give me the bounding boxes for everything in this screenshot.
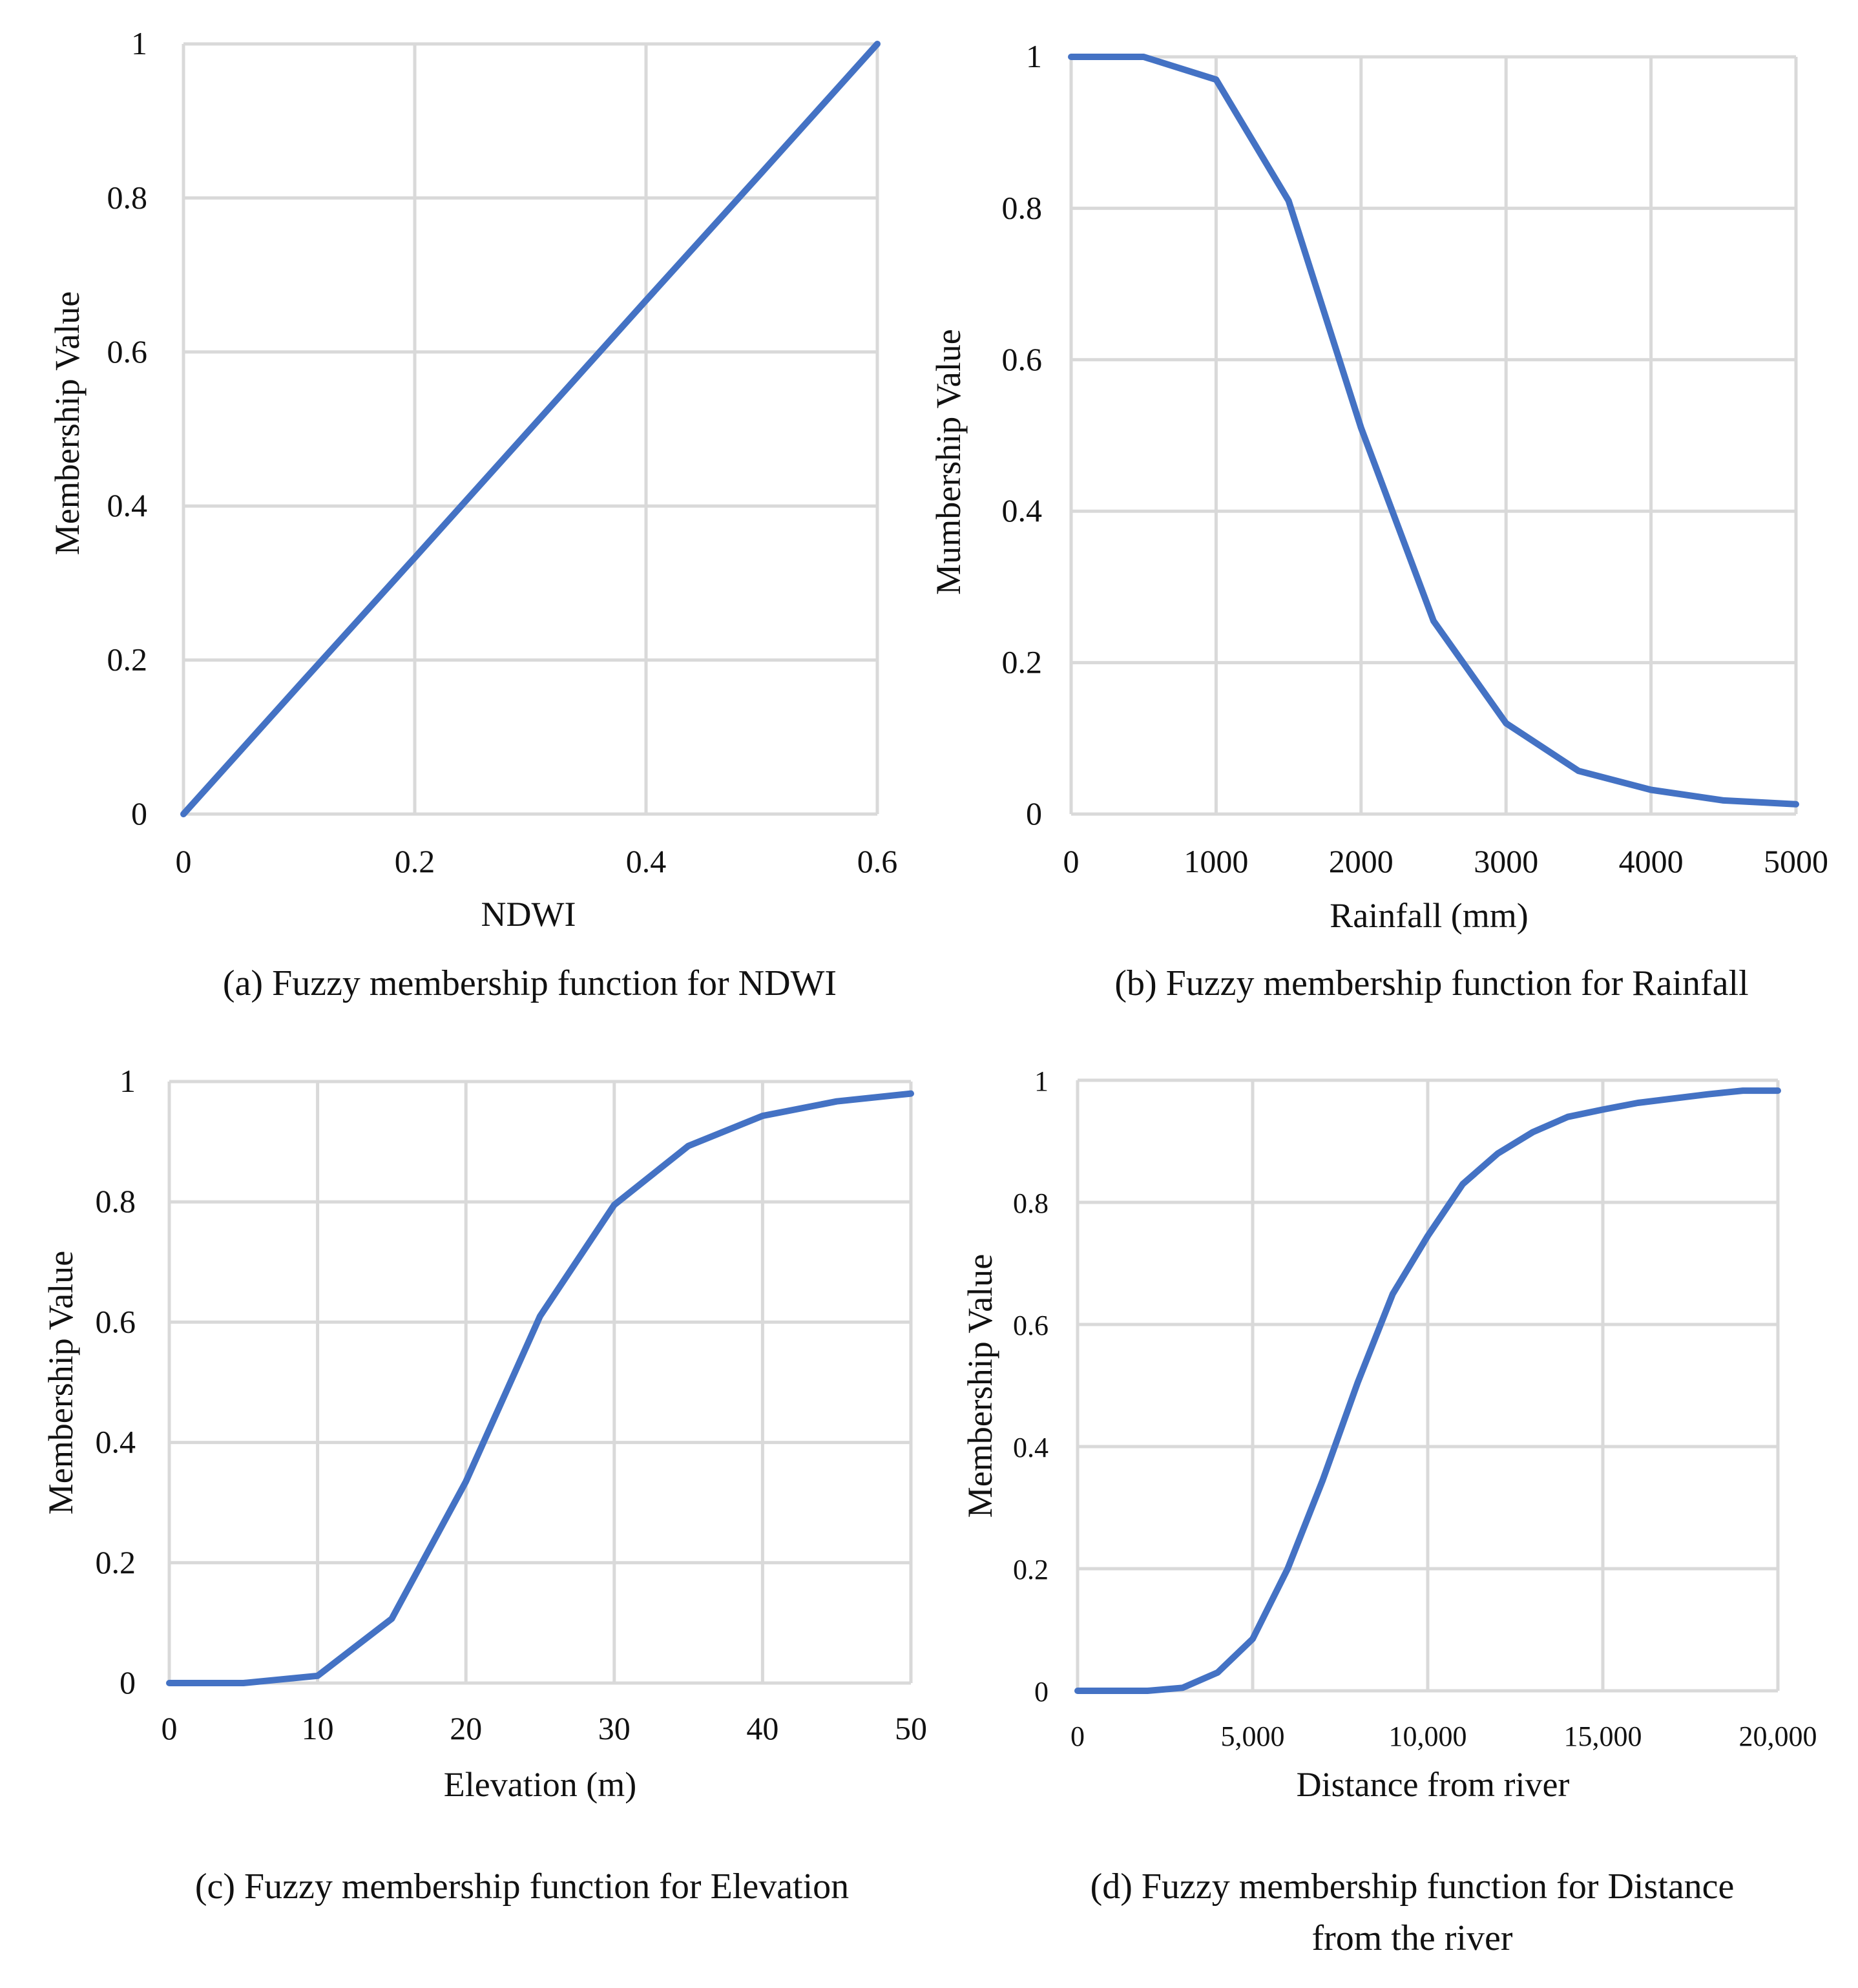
panel-d-caption: (d) Fuzzy membership function for Distan… [1091,1867,1735,1907]
panel-d-x-tick-label: 0 [1070,1721,1085,1752]
panel-a-x-tick-label: 0.6 [857,843,898,879]
panel-c-y-tick-label: 0.4 [96,1424,136,1460]
panel-c-x-tick-label: 40 [746,1710,778,1746]
panel-b-x-tick-label: 4000 [1619,843,1684,879]
panel-a: 0 0.2 0.4 0.6 0 0.2 0.4 0.6 0.8 1 NDWI Membership… [48,25,897,1003]
panel-c-x-tick-label: 30 [598,1710,631,1746]
panel-d-series-line [1074,1087,1781,1694]
panel-b-x-tick-label: 1000 [1184,843,1248,879]
panel-d-x-tick-label: 10,000 [1389,1721,1467,1752]
panel-c-caption: (c) Fuzzy membership function for Elevat… [195,1867,849,1907]
panel-a-y-tick-label: 0.8 [107,179,148,215]
panel-c-y-tick-label: 0.2 [96,1544,136,1580]
panel-a-x-tick-label: 0.4 [626,843,667,879]
panel-d-y-tick-label: 0.2 [1013,1554,1049,1585]
panel-b-xlabel: Rainfall (mm) [1330,896,1528,935]
panel-a-x-tick-label: 0.2 [395,843,435,879]
panel-d-ticks: 0 5,000 10,000 15,000 20,000 0 0.2 0.4 0.6 0.8 1 [1013,1065,1817,1752]
panel-c-grid [167,1080,913,1685]
panel-c-ylabel: Membership Value [41,1251,80,1514]
panel-b: 0 1000 2000 3000 4000 5000 0 0.2 0.4 0.6 0.8 1 Rain… [929,38,1828,1003]
panel-d-y-tick-label: 0 [1034,1676,1049,1708]
panel-b-x-tick-label: 5000 [1764,843,1828,879]
panel-d-x-tick-label: 15,000 [1564,1721,1642,1752]
panel-c-series-line [166,1090,914,1686]
panel-d-y-tick-label: 0.6 [1013,1310,1049,1341]
panel-c-x-tick-label: 10 [302,1710,334,1746]
panel-b-x-tick-label: 2000 [1329,843,1394,879]
panel-d-xlabel: Distance from river [1297,1765,1570,1804]
panel-a-series-line [180,41,881,817]
panel-c-y-tick-label: 0.6 [96,1303,136,1339]
panel-b-grid [1069,55,1798,816]
panel-d-ylabel: Membership Value [961,1254,999,1518]
panel-d-x-tick-label: 20,000 [1739,1721,1817,1752]
panel-b-ylabel: Mumbership Value [929,329,968,594]
panel-a-grid [182,42,879,816]
panel-a-y-tick-label: 0.6 [107,333,148,370]
panel-a-x-tick-label: 0 [176,843,192,879]
panel-b-y-tick-label: 0 [1026,795,1042,832]
panel-d-caption-line2: from the river [1312,1918,1513,1958]
panel-c-series [166,1090,914,1686]
panel-d-grid [1076,1078,1780,1693]
panel-c-y-tick-label: 0 [120,1664,136,1700]
panel-a-xlabel: NDWI [481,895,576,934]
panel-b-x-tick-label: 3000 [1474,843,1538,879]
panel-d-y-tick-label: 0.4 [1013,1432,1049,1463]
panel-c-y-tick-label: 1 [120,1063,136,1099]
panel-c-x-tick-label: 0 [162,1710,178,1746]
panel-d-y-tick-label: 1 [1034,1065,1049,1097]
panel-c-y-tick-label: 0.8 [96,1183,136,1219]
panel-c-x-tick-label: 20 [450,1710,482,1746]
panel-d: 0 5,000 10,000 15,000 20,000 0 0.2 0.4 0.6 0.8 1 D… [961,1065,1817,1958]
panel-b-y-tick-label: 0.2 [1002,644,1043,680]
panel-a-ylabel: Membership Value [48,291,87,555]
panel-b-series [1068,54,1799,808]
panel-b-caption: (b) Fuzzy membership function for Rainfa… [1114,963,1748,1003]
panel-c-xlabel: Elevation (m) [444,1765,636,1804]
panel-b-y-tick-label: 0.4 [1002,492,1043,528]
panel-a-y-tick-label: 0.4 [107,487,148,523]
panel-d-y-tick-label: 0.8 [1013,1188,1049,1219]
panel-a-series [180,41,881,817]
panel-a-caption: (a) Fuzzy membership function for NDWI [223,963,837,1003]
panel-b-y-tick-label: 1 [1026,38,1042,74]
panel-b-series-line [1068,54,1799,808]
panel-b-x-tick-label: 0 [1063,843,1080,879]
panel-a-y-tick-label: 0 [131,795,147,832]
panel-d-series [1074,1087,1781,1694]
panel-a-y-tick-label: 0.2 [107,642,148,678]
panel-b-y-tick-label: 0.8 [1002,189,1043,225]
panel-c-ticks: 0 10 20 30 40 50 0 0.2 0.4 0.6 0.8 1 [96,1063,928,1746]
panel-a-ticks: 0 0.2 0.4 0.6 0 0.2 0.4 0.6 0.8 1 [107,25,898,879]
panel-d-x-tick-label: 5,000 [1221,1721,1285,1752]
panel-c: 0 10 20 30 40 5000.20.40.60.81 Elevation (m) … [41,1063,927,1907]
panel-c-x-tick-label: 50 [895,1710,927,1746]
panel-a-y-tick-label: 1 [131,25,147,61]
panel-b-y-tick-label: 0.6 [1002,341,1043,377]
panel-b-ticks: 0 1000 2000 3000 4000 5000 0 0.2 0.4 0.6 0.8 1 [1002,38,1829,879]
